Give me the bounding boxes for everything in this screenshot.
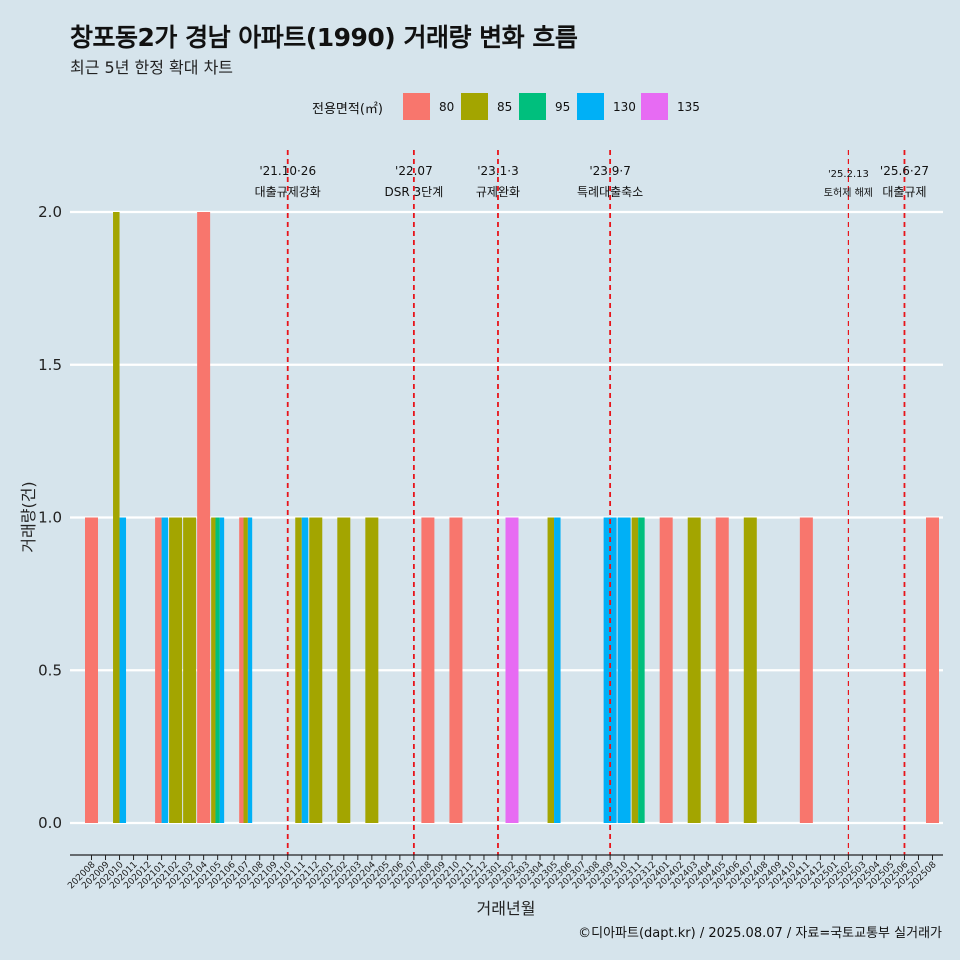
bar-80-202508	[926, 517, 939, 823]
bar-130-202101	[161, 517, 169, 823]
bar-80-202107	[239, 517, 244, 823]
bar-130-202111	[301, 517, 309, 823]
legend-key-130	[577, 93, 604, 120]
source-caption: ©디아파트(dapt.kr) / 2025.08.07 / 자료=국토교통부 실…	[578, 926, 942, 941]
bar-130-202105	[219, 517, 225, 823]
bar-130-202310	[617, 517, 631, 823]
event-label-202309: 특례대출축소	[577, 185, 643, 199]
bar-80-202104	[197, 212, 211, 823]
y-tick-label: 0.5	[38, 661, 62, 679]
legend-title: 전용면적(㎡)	[312, 102, 383, 117]
y-tick-label: 1.0	[38, 509, 62, 527]
bar-85-202102	[169, 517, 183, 823]
legend-label-80: 80	[439, 100, 455, 114]
bar-80-202101	[155, 517, 162, 823]
bar-130-202010	[119, 517, 127, 823]
y-tick-label: 0.0	[38, 814, 62, 832]
bar-80-202411	[799, 517, 813, 823]
bar-80-202210	[449, 517, 463, 823]
event-label-202207: DSR 3단계	[385, 185, 444, 199]
legend-key-95	[519, 93, 546, 120]
y-tick-label: 1.5	[38, 356, 62, 374]
bar-85-202202	[337, 517, 351, 823]
chart-subtitle: 최근 5년 한정 확대 차트	[70, 58, 234, 77]
legend-label-135: 135	[677, 100, 700, 114]
legend-key-85	[461, 93, 488, 120]
bar-95-202311	[638, 517, 645, 823]
y-tick-label: 2.0	[38, 203, 62, 221]
bar-130-202305	[554, 517, 561, 823]
chart-title: 창포동2가 경남 아파트(1990) 거래량 변화 흐름	[70, 23, 578, 52]
bar-135-202302	[505, 517, 519, 823]
bar-80-202401	[659, 517, 673, 823]
bar-80-202008	[85, 517, 98, 823]
bar-80-202208	[421, 517, 435, 823]
legend-label-130: 130	[613, 100, 636, 114]
bar-85-202112	[309, 517, 323, 823]
event-date-202506: '25.6·27	[880, 164, 929, 178]
legend-key-80	[403, 93, 430, 120]
bar-85-202103	[183, 517, 197, 823]
y-axis-title: 거래량(건)	[19, 481, 38, 552]
bar-85-202403	[687, 517, 701, 823]
bar-130-202309	[603, 517, 617, 823]
legend-label-85: 85	[497, 100, 513, 114]
legend-label-95: 95	[555, 100, 571, 114]
event-label-202502: 토허제 해제	[824, 186, 873, 199]
bar-95-202105	[215, 517, 220, 823]
bar-85-202010	[113, 212, 120, 823]
bar-85-202105	[211, 517, 216, 823]
bar-85-202204	[365, 517, 379, 823]
x-axis-title: 거래년월	[477, 899, 536, 918]
event-label-202301: 규제완화	[476, 185, 520, 199]
event-label-202506: 대출규제	[882, 185, 926, 199]
event-date-202309: '23.9·7	[589, 164, 630, 178]
event-date-202502: '25.2.13	[828, 169, 869, 180]
event-date-202207: '22.07	[395, 164, 433, 178]
legend-key-135	[641, 93, 668, 120]
event-date-202301: '23.1·3	[477, 164, 518, 178]
bar-85-202305	[547, 517, 555, 823]
bar-85-202311	[631, 517, 639, 823]
bar-85-202107	[243, 517, 248, 823]
bar-85-202407	[743, 517, 757, 823]
bar-85-202111	[295, 517, 302, 823]
event-date-202110: '21.10·26	[259, 164, 316, 178]
bar-80-202405	[715, 517, 729, 823]
event-label-202110: 대출규제강화	[255, 185, 321, 199]
bar-130-202107	[247, 517, 253, 823]
legend: 전용면적(㎡) 80 85 95 130 135	[0, 92, 960, 122]
